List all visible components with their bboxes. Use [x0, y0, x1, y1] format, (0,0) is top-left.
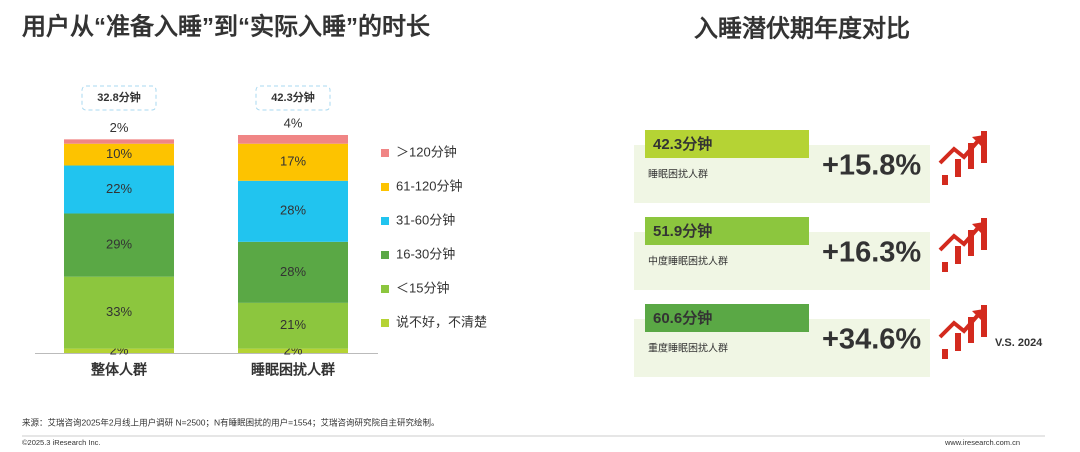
- legend-label: ＜15分钟: [396, 280, 449, 295]
- bar-segment: [64, 276, 174, 349]
- chart-title: 用户从“准备入睡”到“实际入睡”的时长: [22, 12, 431, 40]
- value-label: 28%: [280, 264, 306, 279]
- total-box: [255, 85, 331, 111]
- website: www.iresearch.com.cn: [944, 438, 1020, 447]
- bar-segment: [238, 348, 348, 353]
- icon-bar: [942, 175, 948, 185]
- icon-bar: [955, 333, 961, 351]
- icon-bar: [942, 262, 948, 272]
- icon-bar: [981, 218, 987, 250]
- source: 来源：艾瑞咨询2025年2月线上用户调研 N=2500；N有睡眠困扰的用户=15…: [22, 417, 440, 427]
- card-header: [645, 304, 809, 332]
- bar-segment: [238, 302, 348, 349]
- icon-bar: [942, 349, 948, 359]
- icon-bar: [981, 305, 987, 337]
- bar-segment: [64, 143, 174, 166]
- change: +16.3%: [822, 237, 921, 269]
- icon-bar: [968, 143, 974, 169]
- total-box: [81, 85, 157, 111]
- icon-arrow-head: [972, 309, 984, 321]
- card-header: [645, 217, 809, 245]
- value-label: 33%: [106, 304, 132, 319]
- icon-arrow-head: [972, 222, 984, 234]
- value-label: 29%: [106, 237, 132, 252]
- bar-segment: [64, 165, 174, 214]
- change: +15.8%: [822, 150, 921, 182]
- icon-bar: [968, 317, 974, 343]
- value-label: 21%: [280, 317, 306, 332]
- icon-arrow-head: [972, 135, 984, 147]
- duration: 42.3分钟: [653, 135, 712, 153]
- icon-bar: [968, 230, 974, 256]
- legend-swatch: [381, 217, 389, 225]
- legend-swatch: [381, 285, 389, 293]
- value-label: 28%: [280, 203, 306, 218]
- card-header: [645, 130, 809, 158]
- bar-segment: [64, 348, 174, 353]
- total-label: 42.3分钟: [271, 90, 314, 104]
- legend-swatch: [381, 251, 389, 259]
- note: V.S. 2024: [995, 337, 1043, 349]
- icon-arrow: [938, 313, 980, 339]
- change: +34.6%: [822, 324, 921, 356]
- value-label: 4%: [284, 115, 303, 130]
- legend-label: 31-60分钟: [396, 212, 455, 227]
- x-tick-label: 睡眠困扰人群: [251, 362, 335, 378]
- legend-swatch: [381, 149, 389, 157]
- value-label: 2%: [110, 120, 129, 135]
- legend-label: 16-30分钟: [396, 246, 455, 261]
- bar-segment: [238, 135, 348, 144]
- legend-label: 说不好，不清楚: [396, 314, 487, 329]
- total-label: 32.8分钟: [97, 90, 140, 104]
- value-label: 10%: [106, 146, 132, 161]
- icon-bar: [981, 131, 987, 163]
- bar-segment: [64, 139, 174, 144]
- value-label: 22%: [106, 181, 132, 196]
- legend-label: ＞120分钟: [396, 144, 457, 159]
- bar-segment: [238, 241, 348, 303]
- bar-segment: [64, 213, 174, 277]
- group: 重度睡眠困扰人群: [648, 342, 728, 355]
- copyright: ©2025.3 iResearch Inc.: [22, 438, 101, 447]
- duration: 51.9分钟: [653, 222, 712, 240]
- legend-swatch: [381, 319, 389, 327]
- legend-swatch: [381, 183, 389, 191]
- group: 睡眠困扰人群: [648, 168, 708, 181]
- duration: 60.6分钟: [653, 309, 712, 327]
- icon-bar: [955, 246, 961, 264]
- bar-segment: [238, 143, 348, 181]
- icon-arrow: [938, 226, 980, 252]
- group: 中度睡眠困扰人群: [648, 255, 728, 268]
- panel-title: 入睡潜伏期年度对比: [694, 14, 910, 42]
- icon-bar: [955, 159, 961, 177]
- x-tick-label: 整体人群: [90, 362, 147, 378]
- icon-arrow: [938, 139, 980, 165]
- bar-segment: [238, 180, 348, 242]
- value-label: 17%: [280, 154, 306, 169]
- legend-label: 61-120分钟: [396, 178, 462, 193]
